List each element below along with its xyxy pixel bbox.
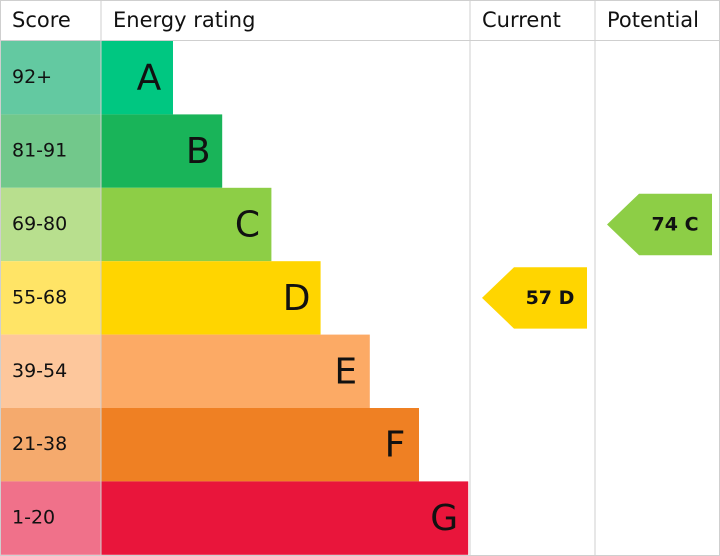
score-label: 69-80 — [12, 213, 67, 235]
current-arrow — [482, 267, 587, 329]
rating-bar — [101, 334, 370, 408]
current-score: 57 — [526, 286, 552, 308]
column-header: Current — [482, 8, 561, 32]
rating-bar — [101, 41, 173, 115]
rating-letter: G — [430, 498, 458, 539]
rating-bar — [101, 408, 419, 482]
rating-letter: E — [334, 351, 357, 392]
rating-letter: A — [137, 58, 162, 99]
score-cell — [1, 334, 101, 408]
rating-bar — [101, 261, 321, 335]
column-header: Score — [12, 8, 71, 32]
score-label: 81-91 — [12, 140, 67, 162]
rating-bar — [101, 187, 272, 262]
rating-letter: C — [235, 205, 260, 246]
potential-arrow — [607, 193, 712, 256]
score-label: 39-54 — [12, 360, 67, 382]
potential-score: 74 — [651, 213, 677, 235]
score-label: 92+ — [12, 66, 52, 88]
current-rating: D — [559, 286, 575, 308]
score-cell — [1, 114, 101, 188]
score-cell — [1, 261, 101, 335]
column-header: Energy rating — [113, 8, 255, 32]
current-label: 57 D — [526, 286, 575, 308]
score-label: 21-38 — [12, 433, 67, 455]
potential-rating: C — [685, 213, 699, 235]
score-cell — [1, 408, 101, 482]
rating-letter: B — [186, 131, 211, 172]
rating-letter: F — [385, 425, 406, 466]
score-cell — [1, 41, 101, 115]
rating-bar — [101, 481, 469, 555]
score-cell — [1, 187, 101, 262]
rating-bar — [101, 114, 223, 188]
score-label: 1-20 — [12, 507, 55, 529]
score-cell — [1, 481, 101, 555]
potential-label: 74 C — [651, 213, 698, 235]
score-label: 55-68 — [12, 286, 67, 308]
column-header: Potential — [607, 8, 699, 32]
rating-letter: D — [283, 278, 311, 319]
